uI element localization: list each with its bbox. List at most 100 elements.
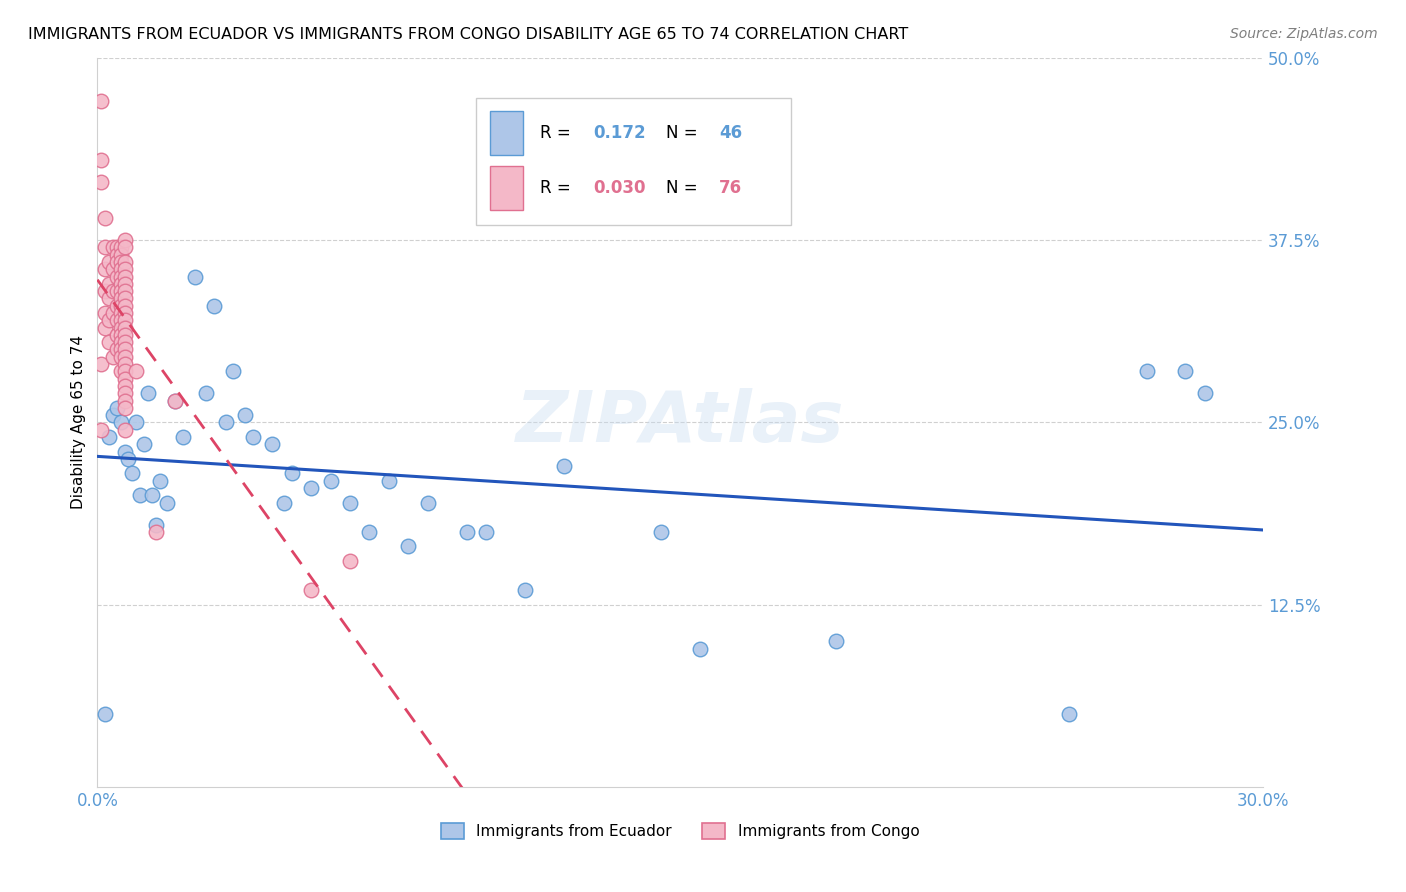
Point	[101, 306, 124, 320]
Point	[105, 240, 128, 254]
Point	[1174, 364, 1197, 378]
Point	[110, 247, 132, 261]
Text: 46: 46	[718, 124, 742, 143]
Text: R =: R =	[540, 179, 576, 197]
Point	[339, 554, 361, 568]
Point	[114, 233, 136, 247]
Text: N =: N =	[666, 124, 703, 143]
Point	[214, 416, 236, 430]
Point	[416, 496, 439, 510]
Point	[114, 343, 136, 357]
Point	[98, 292, 121, 306]
Point	[125, 364, 148, 378]
Point	[110, 269, 132, 284]
Point	[114, 306, 136, 320]
Point	[98, 335, 121, 350]
Y-axis label: Disability Age 65 to 74: Disability Age 65 to 74	[72, 335, 86, 509]
Point	[299, 481, 322, 495]
Point	[110, 306, 132, 320]
Point	[114, 284, 136, 298]
Point	[145, 524, 167, 539]
FancyBboxPatch shape	[477, 98, 792, 226]
Text: ZIPAtlas: ZIPAtlas	[516, 388, 845, 457]
Point	[110, 292, 132, 306]
Point	[90, 175, 112, 189]
Point	[110, 277, 132, 291]
Point	[172, 430, 194, 444]
Point	[114, 313, 136, 327]
Text: 0.172: 0.172	[593, 124, 645, 143]
Point	[94, 211, 117, 226]
Point	[156, 496, 179, 510]
Point	[110, 327, 132, 342]
Point	[114, 350, 136, 364]
Point	[90, 423, 112, 437]
Point	[396, 540, 419, 554]
Point	[110, 284, 132, 298]
Point	[90, 357, 112, 371]
Point	[378, 474, 401, 488]
Point	[114, 240, 136, 254]
Point	[117, 451, 139, 466]
Point	[475, 524, 498, 539]
Text: N =: N =	[666, 179, 703, 197]
Point	[456, 524, 478, 539]
Point	[110, 364, 132, 378]
Point	[110, 255, 132, 269]
Point	[110, 262, 132, 277]
Point	[114, 320, 136, 334]
Point	[242, 430, 264, 444]
Point	[94, 240, 117, 254]
FancyBboxPatch shape	[491, 167, 523, 211]
Point	[98, 430, 121, 444]
Point	[94, 707, 117, 722]
Point	[359, 524, 381, 539]
Point	[148, 474, 170, 488]
Point	[319, 474, 342, 488]
Point	[824, 634, 846, 648]
Point	[165, 393, 187, 408]
Point	[132, 437, 155, 451]
Point	[105, 269, 128, 284]
Point	[114, 277, 136, 291]
Point	[90, 95, 112, 109]
Point	[101, 408, 124, 422]
Point	[110, 313, 132, 327]
Point	[195, 386, 218, 401]
Point	[98, 277, 121, 291]
Point	[110, 416, 132, 430]
Text: 76: 76	[718, 179, 742, 197]
Text: R =: R =	[540, 124, 576, 143]
Point	[94, 306, 117, 320]
Point	[105, 343, 128, 357]
Text: Source: ZipAtlas.com: Source: ZipAtlas.com	[1230, 27, 1378, 41]
Point	[114, 423, 136, 437]
Point	[121, 467, 143, 481]
Point	[105, 255, 128, 269]
Point	[136, 386, 159, 401]
Point	[114, 371, 136, 385]
Point	[233, 408, 256, 422]
Point	[98, 255, 121, 269]
Point	[114, 401, 136, 415]
Point	[114, 262, 136, 277]
Point	[90, 153, 112, 167]
Point	[98, 313, 121, 327]
Point	[94, 320, 117, 334]
Text: IMMIGRANTS FROM ECUADOR VS IMMIGRANTS FROM CONGO DISABILITY AGE 65 TO 74 CORRELA: IMMIGRANTS FROM ECUADOR VS IMMIGRANTS FR…	[28, 27, 908, 42]
Point	[222, 364, 245, 378]
Point	[101, 240, 124, 254]
Point	[114, 269, 136, 284]
Point	[145, 517, 167, 532]
Point	[1057, 707, 1080, 722]
Point	[689, 641, 711, 656]
Point	[262, 437, 284, 451]
Point	[339, 496, 361, 510]
FancyBboxPatch shape	[491, 112, 523, 155]
Point	[114, 327, 136, 342]
Point	[141, 488, 163, 502]
Point	[105, 247, 128, 261]
Point	[110, 335, 132, 350]
Point	[1194, 386, 1216, 401]
Point	[94, 262, 117, 277]
